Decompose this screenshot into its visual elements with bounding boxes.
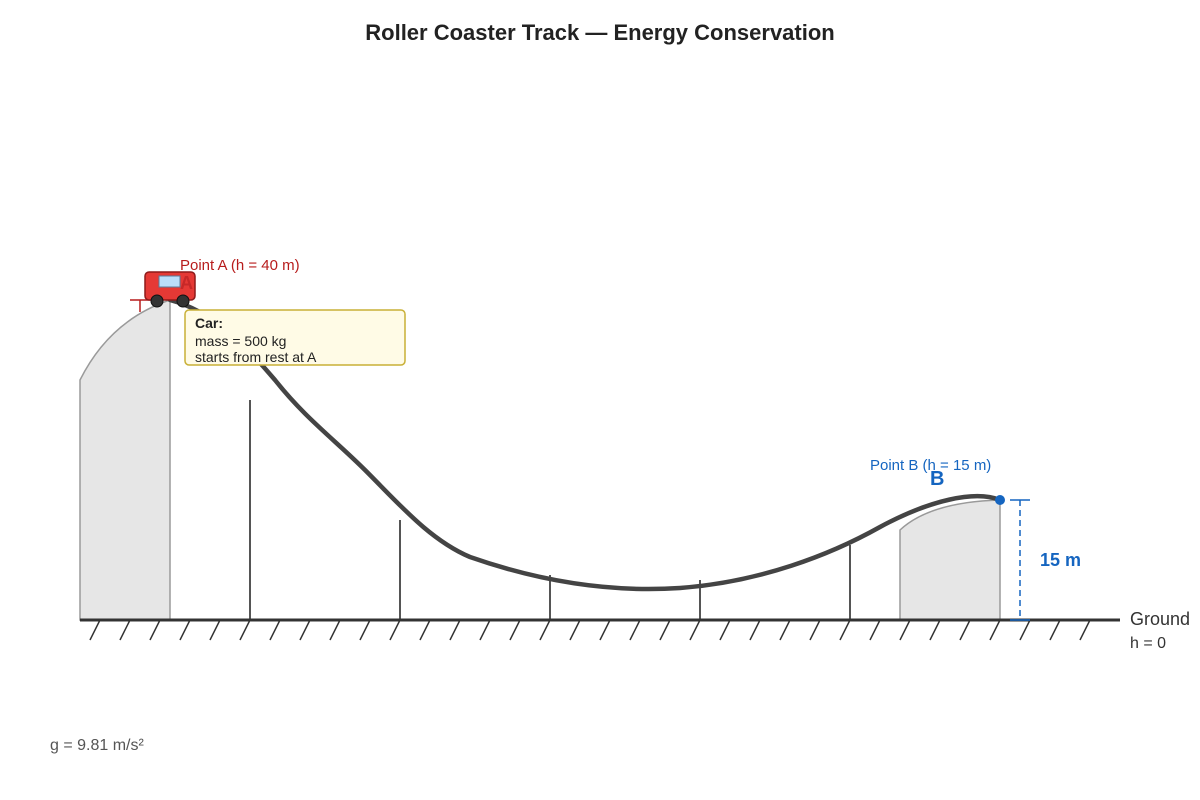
ground-hatch-mark [359,619,371,641]
ground-hatch-mark [509,619,521,641]
car-info-mass: mass = 500 kg [195,333,286,349]
platform-a [79,298,171,621]
ground-hatch-mark [479,619,491,641]
ground-hatch-mark [689,619,701,641]
ground-hatch-mark [299,619,311,641]
ground-hatch-mark [1049,619,1061,641]
car-info-box: Car: mass = 500 kg starts from rest at A [184,309,406,366]
track-supports [249,400,851,620]
point-a-marker: A [180,273,193,293]
point-b-marker: B [930,468,944,490]
ground-hatch-mark [539,619,551,641]
ground-hatch-mark [899,619,911,641]
ground-hatch-mark [809,619,821,641]
ground-hatching [89,619,1091,641]
diagram-title: Roller Coaster Track — Energy Conservati… [365,20,835,45]
ground-hatch-mark [149,619,161,641]
ground-hatch-mark [659,619,671,641]
point-b-label: Point B (h = 15 m) [870,457,991,474]
platform-b [899,499,1001,621]
ground-hatch-mark [179,619,191,641]
ground-hatch-mark [719,619,731,641]
ground-hatch-mark [389,619,401,641]
car-info-heading: Car: [195,315,223,331]
ground-hatch-mark [419,619,431,641]
ground-hatch-mark [1019,619,1031,641]
height-b-label: 15 m [1040,550,1081,570]
ground-hatch-mark [449,619,461,641]
ground-hatch-mark [1079,619,1091,641]
ground-hatch-mark [209,619,221,641]
ground-hatch-mark [119,619,131,641]
car-wheel [176,294,190,308]
ground-hatch-mark [779,619,791,641]
ground-hatch-mark [89,619,101,641]
ground-hatch-mark [989,619,1001,641]
ground-hatch-mark [839,619,851,641]
coaster-track [167,297,1003,592]
ground-label: Ground [1130,609,1190,629]
ground-hatch-mark [599,619,611,641]
ground-hatch-mark [749,619,761,641]
point-b-dot [995,495,1005,505]
car-info-start: starts from rest at A [195,349,317,365]
car-wheel [150,294,164,308]
ground-hatch-mark [959,619,971,641]
roller-coaster-car-icon [144,271,196,308]
ground-hatch-mark [929,619,941,641]
ground-hatch-mark [269,619,281,641]
gravity-label: g = 9.81 m/s² [50,737,144,754]
ground-hatch-mark [329,619,341,641]
ground-hatch-mark [869,619,881,641]
ground-hatch-mark [569,619,581,641]
ground-hatch-mark [239,619,251,641]
height-b-dimension [1010,499,1030,621]
point-a-label: Point A (h = 40 m) [180,257,300,274]
ground-hatch-mark [629,619,641,641]
ground-height-label: h = 0 [1130,635,1166,652]
